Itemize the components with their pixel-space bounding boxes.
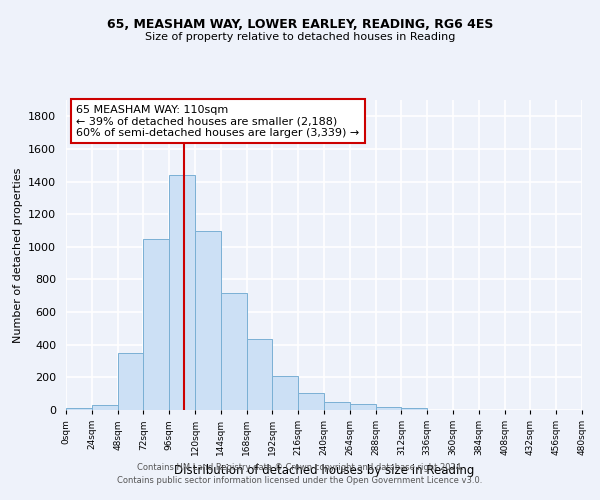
Text: Contains HM Land Registry data © Crown copyright and database right 2024.: Contains HM Land Registry data © Crown c… [137,464,463,472]
Bar [376,407,401,410]
Bar [195,232,221,410]
Bar [118,353,143,410]
Text: Size of property relative to detached houses in Reading: Size of property relative to detached ho… [145,32,455,42]
Bar [324,402,350,410]
Bar [221,292,247,410]
Bar [143,238,169,410]
Text: 65 MEASHAM WAY: 110sqm
← 39% of detached houses are smaller (2,188)
60% of semi-: 65 MEASHAM WAY: 110sqm ← 39% of detached… [76,104,359,138]
Bar [401,408,427,410]
Bar [350,404,376,410]
Bar [66,408,92,410]
Bar [247,339,272,410]
Bar [169,175,195,410]
Text: Contains public sector information licensed under the Open Government Licence v3: Contains public sector information licen… [118,476,482,485]
Bar [298,393,324,410]
Y-axis label: Number of detached properties: Number of detached properties [13,168,23,342]
X-axis label: Distribution of detached houses by size in Reading: Distribution of detached houses by size … [174,464,474,476]
Text: 65, MEASHAM WAY, LOWER EARLEY, READING, RG6 4ES: 65, MEASHAM WAY, LOWER EARLEY, READING, … [107,18,493,30]
Bar [92,405,118,410]
Bar [272,376,298,410]
